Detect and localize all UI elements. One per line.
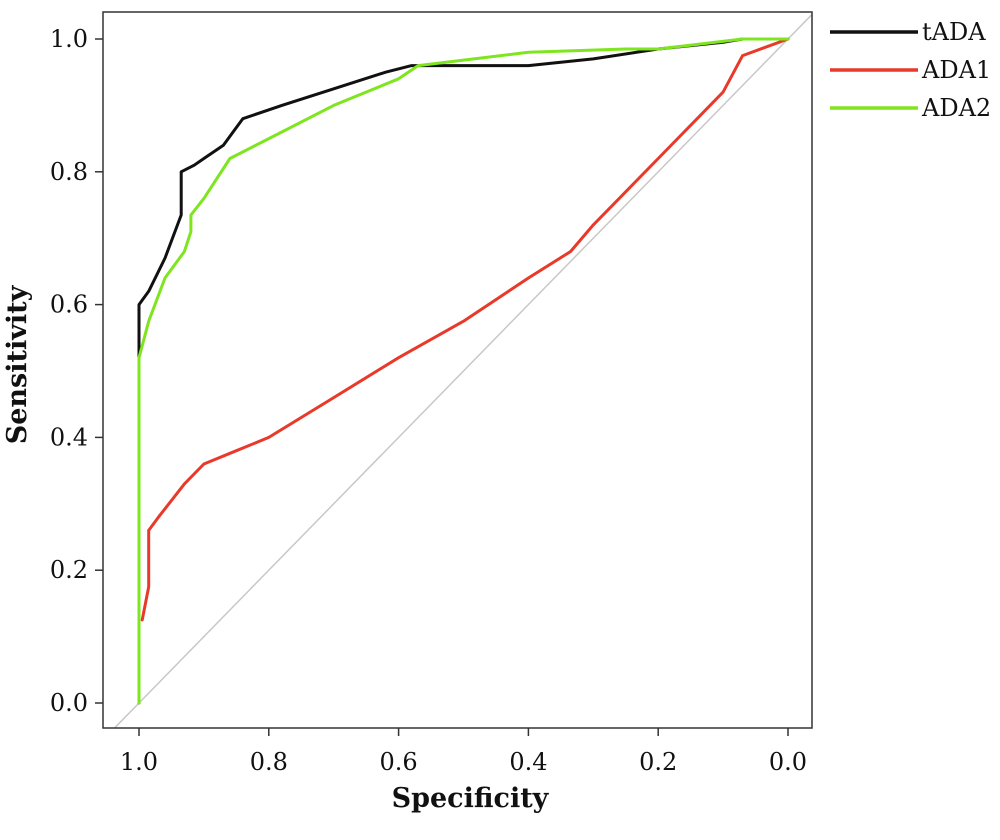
x-tick-label: 0.6 — [380, 748, 418, 776]
y-tick-label: 1.0 — [50, 25, 88, 53]
reference-diagonal-line — [114, 13, 813, 729]
x-tick-label: 1.0 — [120, 748, 158, 776]
series-line-ada2 — [137, 37, 790, 705]
y-axis-title: Sensitivity — [2, 284, 33, 444]
y-tick-label: 0.2 — [50, 556, 88, 584]
x-tick-label: 0.4 — [509, 748, 547, 776]
axes: 1.0 0.8 0.6 0.4 0.2 0.0 0.0 0.2 0.4 0.6 0.8 1.0 — [50, 11, 813, 776]
y-tick-label: 0.8 — [50, 158, 88, 186]
legend-label-tada: tADA — [922, 18, 986, 46]
series-line-tada — [137, 37, 790, 705]
series-line-ada1 — [140, 37, 790, 622]
plot-frame — [102, 11, 813, 729]
y-tick-label: 0.0 — [50, 689, 88, 717]
legend-label-ada1: ADA1 — [921, 56, 991, 84]
plot-area — [114, 13, 813, 729]
legend: tADA ADA1 ADA2 — [830, 18, 991, 122]
x-axis-title: Specificity — [392, 783, 550, 814]
x-tick-label: 0.8 — [250, 748, 288, 776]
y-tick-label: 0.4 — [50, 423, 88, 451]
legend-label-ada2: ADA2 — [921, 94, 991, 122]
x-tick-label: 0.0 — [769, 748, 807, 776]
y-tick-label: 0.6 — [50, 291, 88, 319]
x-tick-label: 0.2 — [639, 748, 677, 776]
